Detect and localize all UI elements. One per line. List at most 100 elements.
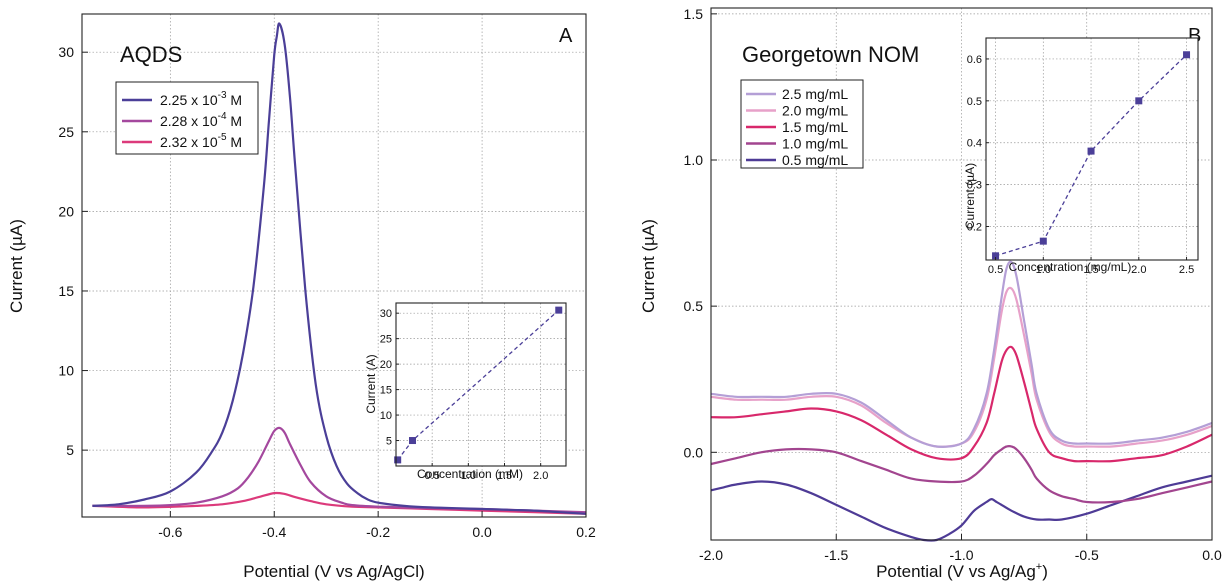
panel-b-inset: 0.5 1.0 1.5 2.0 2.5 0.2 0.3 0.4 0.5 0.6 Concentr…: [963, 37, 1199, 276]
panel-b-series-line-4: [710, 445, 1213, 504]
panel-a-inset-series: [394, 306, 563, 464]
panel-a-inset-x-tick-label: 1.5: [497, 470, 512, 482]
panel-a-x-tick-label: -0.4: [262, 524, 286, 540]
panel-b-legend-label: 1.5 mg/mL: [782, 119, 848, 135]
panel-b-inset-data-point: [1087, 147, 1095, 155]
panel-a-inset-x-tick-label: 0.5: [425, 470, 440, 482]
panel-b-inset-data-point: [1183, 51, 1191, 59]
panel-a-inset-x-tick-label: 2.0: [533, 470, 548, 482]
panel-a-x-ticks: -0.6 -0.4 -0.2 0.0 0.2: [158, 511, 596, 540]
panel-a-inset-y-tick-label: 5: [386, 436, 392, 448]
panel-a-inset: 0.5 1.0 1.5 2.0 5 10 15 20 25 30 Concentration (…: [364, 302, 567, 482]
panel-a-inset-background: [396, 303, 566, 466]
panel-b-x-ticks: -2.0 -1.5 -1.0 -0.5 0.0: [699, 534, 1222, 563]
panel-a-inset-y-tick-label: 15: [380, 385, 392, 397]
panel-b-x-tick-label: 0.0: [1202, 547, 1222, 563]
panel-b-inset-x-tick-label: 1.5: [1083, 264, 1098, 276]
panel-b-y-tick-label: 1.0: [684, 152, 704, 168]
panel-b-series-line-3: [710, 345, 1213, 463]
panel-a-inset-y-ticks: 5 10 15 20 25 30: [380, 308, 399, 448]
panel-a-legend-label: 2.32 x 10-5 M: [160, 132, 242, 150]
panel-a-legend-box: [115, 81, 259, 155]
panel-a-inset-frame: [395, 302, 567, 467]
panel-a-legend-label: 2.28 x 10-4 M: [160, 111, 242, 129]
panel-b-inset-data-point: [1039, 237, 1047, 245]
panel-b-x-axis-title: Potential (V vs Ag/Ag+): [876, 561, 1048, 581]
panel-a-inset-data-point: [394, 456, 402, 464]
panel-b-inset-y-tick-label: 0.6: [967, 54, 982, 66]
panel-a-x-tick-label: 0.0: [472, 524, 492, 540]
panel-b-inset-x-tick-label: 1.0: [1036, 264, 1051, 276]
panel-a-inset-y-tick-label: 30: [380, 308, 392, 320]
panel-b-legend-label: 0.5 mg/mL: [782, 152, 848, 168]
panel-b-inset-x-axis-title: Concentration (mg/mL): [1009, 260, 1132, 274]
panel-b-y-tick-label: 0.0: [684, 444, 704, 460]
panel-b-x-axis-title-base: Potential (V vs Ag/Ag: [876, 562, 1036, 581]
panel-a-series: [92, 22, 587, 515]
panel-a-letter: A: [559, 25, 573, 47]
panel-b-inset-frame: [985, 37, 1199, 261]
panel-b-x-axis-title-end: ): [1042, 562, 1048, 581]
panel-a-series-line-1: [92, 22, 587, 515]
panel-a-y-tick-label: 30: [58, 44, 74, 60]
panel-b-series-line-1: [710, 260, 1213, 448]
panel-a-inset-x-axis-title: Concentration (mM): [417, 467, 523, 481]
panel-a-inset-x-ticks: 0.5 1.0 1.5 2.0: [425, 463, 548, 482]
panel-a-plot-frame: [81, 13, 587, 518]
panel-b-legend: 2.5 mg/mL2.0 mg/mL1.5 mg/mL1.0 mg/mL0.5 …: [740, 79, 864, 169]
panel-b-y-ticks: 0.0 0.5 1.0 1.5: [684, 6, 717, 460]
panel-b-inset-y-tick-label: 0.5: [967, 96, 982, 108]
panel-b-inset-x-ticks: 0.5 1.0 1.5 2.0 2.5: [988, 257, 1194, 276]
panel-a-title: AQDS: [120, 42, 182, 67]
panel-a-x-tick-label: -0.2: [366, 524, 390, 540]
panel-a-inset-y-axis-title: Current (A): [364, 354, 378, 413]
panel-a-y-tick-label: 10: [58, 363, 74, 379]
panel-b-inset-x-tick-label: 2.0: [1131, 264, 1146, 276]
panel-b-legend-label: 2.0 mg/mL: [782, 103, 848, 119]
panel-b-legend-label: 2.5 mg/mL: [782, 86, 848, 102]
panel-b-legend-label: 1.0 mg/mL: [782, 136, 848, 152]
panel-a-y-tick-label: 20: [58, 203, 74, 219]
panel-b-inset-series: [992, 51, 1191, 260]
panel-a-inset-y-tick-label: 20: [380, 359, 392, 371]
panel-b-x-tick-label: -0.5: [1075, 547, 1099, 563]
panel-b-series-line-2: [710, 286, 1213, 448]
panel-a-inset-y-tick-label: 25: [380, 334, 392, 346]
panel-b-y-tick-label: 0.5: [684, 298, 704, 314]
panel-a-y-tick-label: 25: [58, 124, 74, 140]
panel-b-y-tick-label: 1.5: [684, 6, 704, 22]
panel-a-series-line-2: [92, 426, 587, 514]
panel-b-inset-y-axis-title: Current (µA): [963, 163, 977, 229]
panel-b-inset-grid: [986, 38, 1198, 260]
panel-b-x-tick-label: -1.0: [949, 547, 973, 563]
panel-a-inset-data-point: [408, 437, 416, 445]
panel-a-x-axis-title: Potential (V vs Ag/AgCl): [243, 562, 424, 581]
panel-b-inset-data-point: [1135, 97, 1143, 105]
panel-b-series-line-5: [710, 474, 1213, 542]
panel-b-title: Georgetown NOM: [742, 42, 919, 67]
panel-a-y-tick-label: 5: [66, 442, 74, 458]
panel-b-series: [710, 260, 1213, 542]
panel-a-legend-label: 2.25 x 10-3 M: [160, 90, 242, 108]
panel-b-inset-x-tick-label: 0.5: [988, 264, 1003, 276]
panel-a-y-tick-label: 15: [58, 283, 74, 299]
panel-a-inset-y-tick-label: 10: [380, 410, 392, 422]
panel-a-inset-grid: [396, 303, 566, 466]
panel-b-x-tick-label: -1.5: [824, 547, 848, 563]
panel-a-y-ticks: 5 10 15 20 25 30: [58, 44, 88, 458]
panel-b-inset-y-tick-label: 0.3: [967, 180, 982, 192]
panel-a-legend: 2.25 x 10-3 M 2.28 x 10-4 M 2.32 x 10-5 M: [115, 81, 259, 155]
panel-a-y-axis-title: Current (µA): [7, 219, 26, 313]
panel-b-inset-y-ticks: 0.2 0.3 0.4 0.5 0.6: [967, 54, 989, 233]
panel-b-inset-y-tick-label: 0.4: [967, 138, 982, 150]
panel-b-x-tick-label: -2.0: [699, 547, 723, 563]
panel-b-x-axis-title-sup: +: [1036, 561, 1042, 573]
panel-a-inset-data-point: [555, 306, 563, 314]
panel-b-inset-y-tick-label: 0.2: [967, 221, 982, 233]
panel-b-inset-data-point: [992, 252, 1000, 260]
panel-a-x-tick-label: -0.6: [158, 524, 182, 540]
panel-a-chart: -0.6 -0.4 -0.2 0.0 0.2 5 10 15 20 25 30 AQDS A Po…: [7, 13, 596, 581]
panel-b-chart: -2.0 -1.5 -1.0 -0.5 0.0 0.0 0.5 1.0 1.5 Georget…: [639, 6, 1222, 581]
panel-a-inset-x-tick-label: 1.0: [461, 470, 476, 482]
